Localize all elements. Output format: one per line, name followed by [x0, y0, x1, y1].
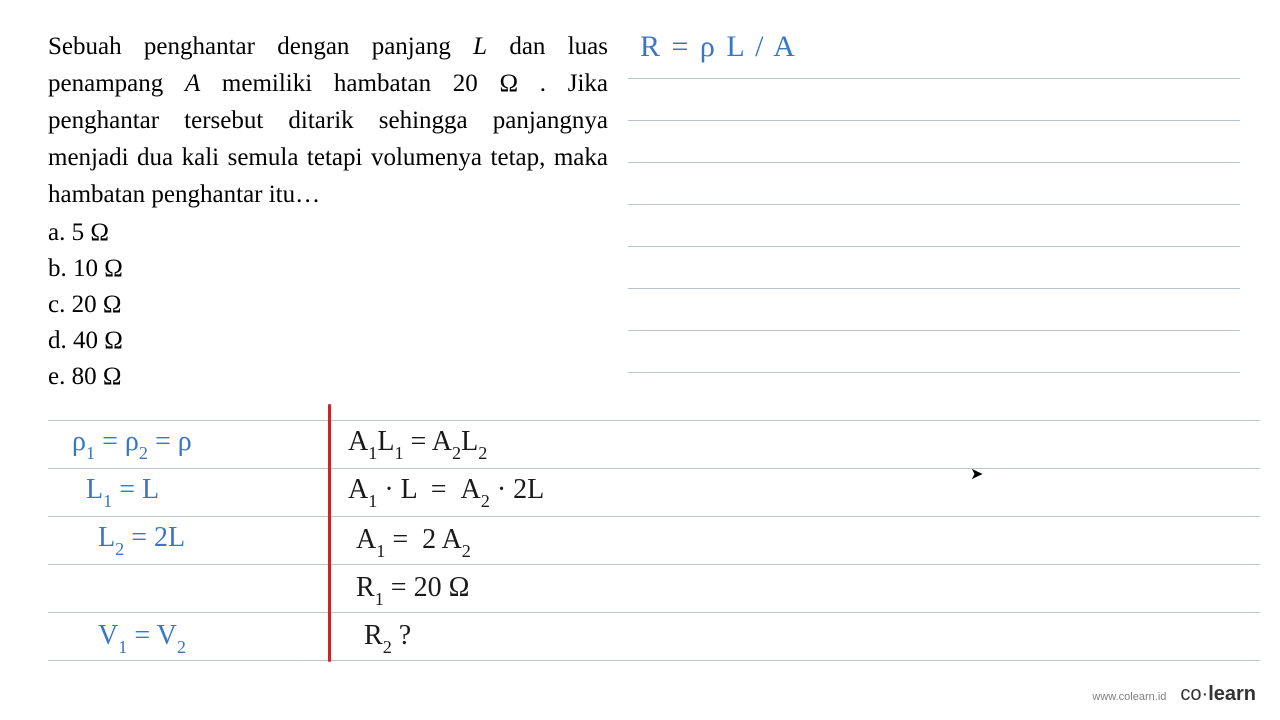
option-e: e. 80 Ω: [48, 359, 608, 395]
option-b: b. 10 Ω: [48, 251, 608, 287]
work-L1: L1 = L: [86, 474, 159, 510]
work-L2: L2 = 2L: [98, 522, 185, 558]
cursor-icon: ➤: [970, 464, 983, 484]
footer-brand: co·learn: [1180, 683, 1256, 706]
work-R1: R1 = 20 Ω: [356, 572, 469, 608]
problem-left: Sebuah penghantar dengan panjang L dan l…: [48, 28, 608, 395]
problem-text: Sebuah penghantar dengan panjang L dan l…: [48, 28, 608, 213]
vertical-divider: [328, 404, 331, 662]
footer: www.colearn.id co·learn: [1092, 683, 1256, 706]
work-V-eq: V1 = V2: [98, 620, 186, 656]
option-c: c. 20 Ω: [48, 287, 608, 323]
work-R2: R2 ?: [364, 620, 411, 656]
page-container: Sebuah penghantar dengan panjang L dan l…: [0, 0, 1280, 720]
work-area-eq: A1L1 = A2L2: [348, 426, 487, 462]
option-a: a. 5 Ω: [48, 215, 608, 251]
work-area-sub: A1 · L = A2 · 2L: [348, 474, 544, 510]
right-notes-panel: R = ρ L / A: [628, 28, 1260, 395]
option-d: d. 40 Ω: [48, 323, 608, 359]
work-rho-eq: ρ1 = ρ2 = ρ: [72, 426, 192, 462]
footer-url: www.colearn.id: [1092, 691, 1166, 703]
work-A1: A1 = 2 A2: [356, 524, 471, 560]
answer-options: a. 5 Ω b. 10 Ω c. 20 Ω d. 40 Ω e. 80 Ω: [48, 215, 608, 395]
problem-area: Sebuah penghantar dengan panjang L dan l…: [48, 28, 1260, 395]
formula-resistance: R = ρ L / A: [640, 30, 797, 64]
